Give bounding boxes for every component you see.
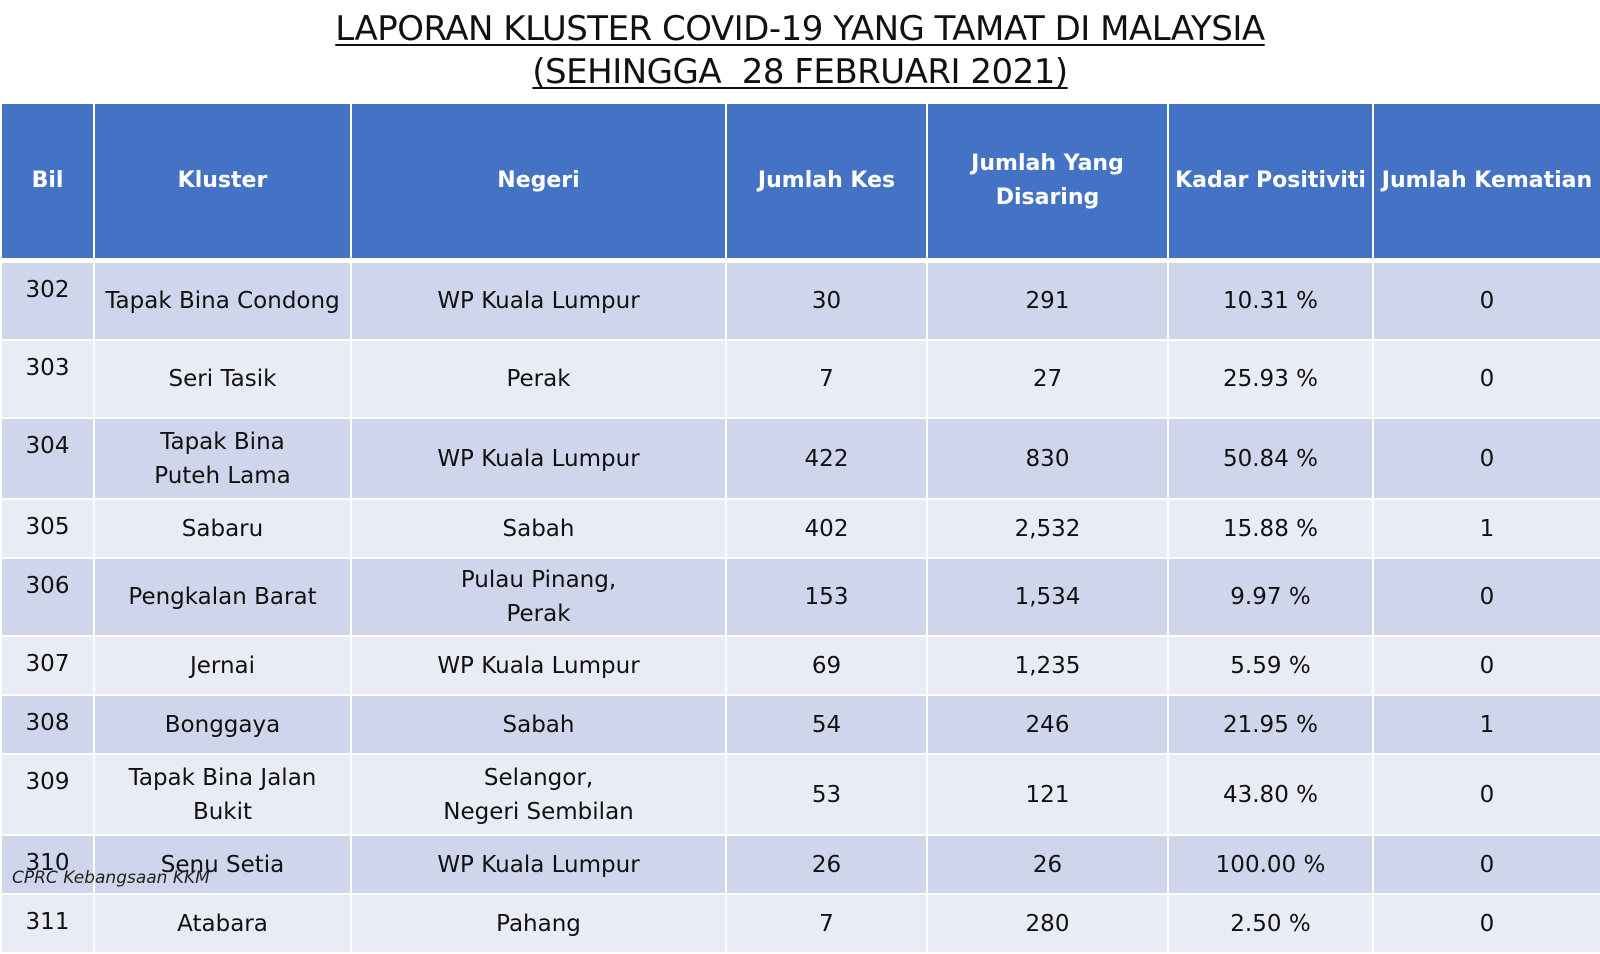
table-cell: 307 (0, 635, 95, 696)
table-cell: 305 (0, 498, 95, 559)
table-cell: 21.95 % (1167, 694, 1374, 755)
table-cell: 0 (1372, 259, 1600, 341)
table-cell: 5.59 % (1167, 635, 1374, 696)
table-cell: Tapak Bina Jalan Bukit (93, 753, 352, 836)
subtitle-line: (SEHINGGA 28 FEBRUARI 2021) (0, 51, 1600, 94)
column-header: Negeri (350, 102, 727, 263)
table-cell: Senu Setia (93, 834, 352, 895)
table-cell: WP Kuala Lumpur (350, 834, 727, 895)
table-cell: Seri Tasik (93, 339, 352, 419)
column-header: Bil (0, 102, 95, 263)
subtitle: (SEHINGGA 28 FEBRUARI 2021) (532, 52, 1068, 92)
table-cell: 0 (1372, 753, 1600, 836)
table-cell: 54 (725, 694, 928, 755)
table-cell: 69 (725, 635, 928, 696)
title-block: LAPORAN KLUSTER COVID-19 YANG TAMAT DI M… (0, 8, 1600, 94)
table-cell: WP Kuala Lumpur (350, 259, 727, 341)
table-cell: Sabaru (93, 498, 352, 559)
table-cell: 830 (926, 417, 1169, 500)
table-row: 307 Jernai WP Kuala Lumpur 69 1,235 5.59 % 0 (0, 635, 1600, 696)
table-cell: 0 (1372, 834, 1600, 895)
cluster-table: Bil Kluster Negeri Jumlah Kes Jumlah Yang Di… (0, 102, 1600, 954)
table-cell: 280 (926, 893, 1169, 954)
table-cell: 0 (1372, 557, 1600, 637)
table-cell: Tapak Bina Condong (93, 259, 352, 341)
table-cell: 2.50 % (1167, 893, 1374, 954)
table-row: 310 Senu Setia WP Kuala Lumpur 26 26 100.00 %… (0, 834, 1600, 895)
table-cell: Perak (350, 339, 727, 419)
table-cell: Selangor, Negeri Sembilan (350, 753, 727, 836)
header-row: Bil Kluster Negeri Jumlah Kes Jumlah Yang Di… (0, 102, 1600, 263)
table-cell: 246 (926, 694, 1169, 755)
table-cell: 7 (725, 339, 928, 419)
column-header: Jumlah Kematian (1372, 102, 1600, 263)
table-cell: 303 (0, 339, 95, 419)
table-cell: 0 (1372, 893, 1600, 954)
table-cell: 0 (1372, 635, 1600, 696)
table-cell: 0 (1372, 417, 1600, 500)
table-row: 303 Seri Tasik Perak 7 27 25.93 % 0 (0, 339, 1600, 419)
table-cell: 9.97 % (1167, 557, 1374, 637)
table-cell: 10.31 % (1167, 259, 1374, 341)
table-cell: 30 (725, 259, 928, 341)
table-cell: Bonggaya (93, 694, 352, 755)
table-cell: 422 (725, 417, 928, 500)
table-cell: 1,534 (926, 557, 1169, 637)
table-head: Bil Kluster Negeri Jumlah Kes Jumlah Yang Di… (0, 102, 1600, 263)
table-cell: 291 (926, 259, 1169, 341)
table-cell: WP Kuala Lumpur (350, 635, 727, 696)
table-row: 309 Tapak Bina Jalan Bukit Selangor, Neger… (0, 753, 1600, 836)
table-cell: WP Kuala Lumpur (350, 417, 727, 500)
table-cell: 1,235 (926, 635, 1169, 696)
table-row: 311 Atabara Pahang 7 280 2.50 % 0 (0, 893, 1600, 954)
table-cell: 1 (1372, 694, 1600, 755)
table-cell: 53 (725, 753, 928, 836)
table-cell: Jernai (93, 635, 352, 696)
column-header: Kluster (93, 102, 352, 263)
table-cell: 308 (0, 694, 95, 755)
table-cell: 402 (725, 498, 928, 559)
table-cell: 311 (0, 893, 95, 954)
table-cell: Pulau Pinang, Perak (350, 557, 727, 637)
table-cell: 0 (1372, 339, 1600, 419)
table-cell: 302 (0, 259, 95, 341)
table-row: 302 Tapak Bina Condong WP Kuala Lumpur 30 29… (0, 259, 1600, 341)
table-cell: 304 (0, 417, 95, 500)
table-cell: 121 (926, 753, 1169, 836)
table-row: 305 Sabaru Sabah 402 2,532 15.88 % 1 (0, 498, 1600, 559)
table-cell: 100.00 % (1167, 834, 1374, 895)
title: LAPORAN KLUSTER COVID-19 YANG TAMAT DI M… (335, 9, 1265, 49)
table-cell: 15.88 % (1167, 498, 1374, 559)
table-row: 308 Bonggaya Sabah 54 246 21.95 % 1 (0, 694, 1600, 755)
table-body: 302 Tapak Bina Condong WP Kuala Lumpur 30 29… (0, 259, 1600, 954)
title-line: LAPORAN KLUSTER COVID-19 YANG TAMAT DI M… (0, 8, 1600, 51)
table-cell: Tapak Bina Puteh Lama (93, 417, 352, 500)
table-cell: 25.93 % (1167, 339, 1374, 419)
table-cell: Pahang (350, 893, 727, 954)
source-note: CPRC Kebangsaan KKM (12, 868, 210, 888)
column-header: Jumlah Kes (725, 102, 928, 263)
column-header: Jumlah Yang Disaring (926, 102, 1169, 263)
table-cell: 7 (725, 893, 928, 954)
table-cell: 50.84 % (1167, 417, 1374, 500)
table-cell: 26 (725, 834, 928, 895)
table-cell: Sabah (350, 498, 727, 559)
table-cell: 2,532 (926, 498, 1169, 559)
table-cell: Atabara (93, 893, 352, 954)
table-row: 306 Pengkalan Barat Pulau Pinang, Perak 153… (0, 557, 1600, 637)
table-cell: 43.80 % (1167, 753, 1374, 836)
table-cell: 26 (926, 834, 1169, 895)
page: LAPORAN KLUSTER COVID-19 YANG TAMAT DI M… (0, 8, 1600, 954)
table-cell: 153 (725, 557, 928, 637)
table-cell: 309 (0, 753, 95, 836)
table-cell: Pengkalan Barat (93, 557, 352, 637)
table-row: 304 Tapak Bina Puteh Lama WP Kuala Lumpur 4… (0, 417, 1600, 500)
column-header: Kadar Positiviti (1167, 102, 1374, 263)
table-cell: 310 (0, 834, 95, 895)
table-cell: 1 (1372, 498, 1600, 559)
table-cell: 27 (926, 339, 1169, 419)
table-cell: Sabah (350, 694, 727, 755)
table-cell: 306 (0, 557, 95, 637)
